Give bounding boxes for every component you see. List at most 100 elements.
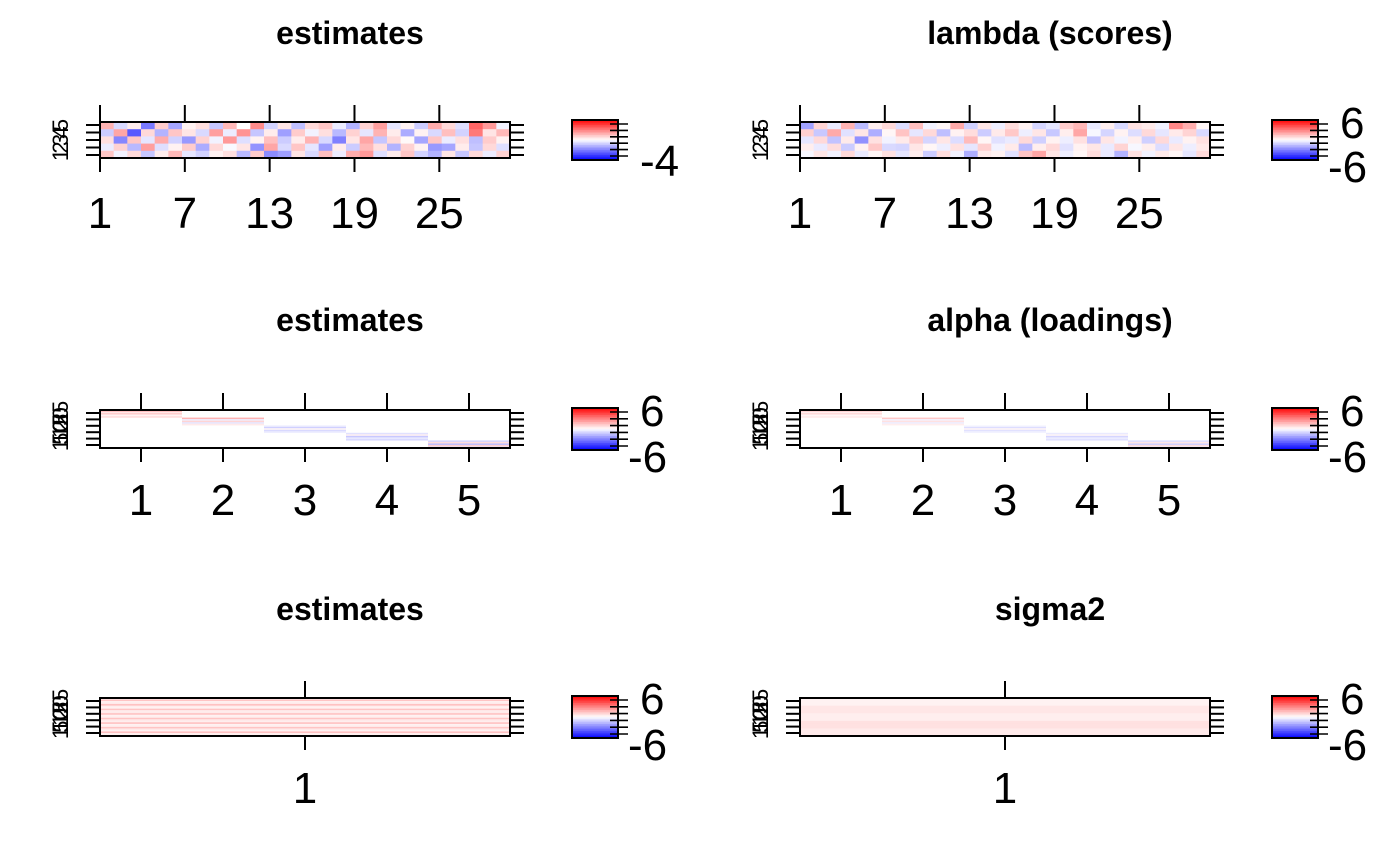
heatmap-cell	[332, 136, 347, 144]
colorbar-swatch	[572, 126, 618, 129]
heatmap-cell	[373, 150, 388, 159]
colorbar-swatch	[1272, 427, 1318, 430]
y-tick-label: 5	[48, 432, 73, 444]
heatmap-cell	[964, 425, 1046, 427]
heatmap-cell	[127, 129, 142, 137]
heatmap-cell	[1114, 143, 1129, 152]
heatmap-cell	[346, 432, 428, 435]
heatmap-cell	[414, 122, 429, 130]
heatmap-cell	[800, 716, 1211, 719]
colorbar-swatch	[1272, 717, 1318, 720]
heatmap-cell	[800, 411, 882, 414]
heatmap-cell	[923, 136, 938, 144]
heatmap-cell	[154, 150, 169, 159]
heatmap-cell	[264, 431, 346, 433]
heatmap-cell	[318, 136, 333, 144]
heatmap-cell	[209, 129, 224, 137]
heatmap-cell	[950, 150, 965, 159]
heatmap-cell	[400, 136, 415, 144]
heatmap-cell	[264, 425, 346, 427]
heatmap-cell	[127, 136, 142, 144]
colorbar-swatch	[1272, 125, 1318, 128]
heatmap-cell	[868, 143, 883, 152]
heatmap-cell	[827, 136, 842, 144]
heatmap-cell	[841, 150, 856, 159]
colorbar-swatch	[572, 725, 618, 728]
heatmap-cell	[827, 150, 842, 159]
colorbar-swatch	[572, 715, 618, 718]
colorbar-swatch	[572, 711, 618, 714]
colorbar-swatch	[572, 123, 618, 126]
colorbar-swatch	[572, 136, 618, 139]
x-tick-label: 25	[415, 189, 464, 238]
heatmap-cell	[1046, 432, 1128, 435]
heatmap-cell	[223, 122, 238, 130]
x-tick-label: 5	[457, 476, 481, 525]
heatmap-cell	[428, 122, 443, 130]
colorbar-swatch	[572, 436, 618, 439]
heatmap-cell	[1087, 122, 1102, 130]
y-tick-label: 15	[48, 702, 73, 726]
heatmap-cell	[195, 143, 210, 152]
x-tick-label: 13	[245, 189, 294, 238]
colorbar-swatch	[572, 408, 618, 411]
heatmap-cell	[236, 129, 251, 137]
heatmap-cell	[100, 705, 511, 708]
heatmap-cell	[455, 129, 470, 137]
colorbar-swatch	[572, 145, 618, 148]
colorbar-swatch	[572, 422, 618, 425]
panel-title: estimates	[276, 591, 424, 627]
heatmap-cell	[455, 150, 470, 159]
heatmap-cell	[414, 136, 429, 144]
colorbar-swatch	[572, 143, 618, 146]
heatmap-cell	[264, 143, 279, 152]
y-tick-label: 1	[48, 727, 73, 739]
heatmap-cell	[1169, 122, 1184, 130]
colorbar-swatch	[572, 416, 618, 419]
heatmap-cell	[882, 417, 964, 420]
heatmap-cell	[264, 429, 346, 432]
heatmap-cell	[414, 143, 429, 152]
colorbar-swatch	[572, 718, 618, 721]
heatmap-cell	[854, 136, 869, 144]
colorbar-swatch	[572, 138, 618, 141]
heatmap-cell	[141, 122, 156, 130]
heatmap-cell	[800, 732, 1211, 735]
y-tick-label: 25	[748, 401, 773, 425]
colorbar-frame	[1271, 695, 1319, 739]
heatmap-cell	[127, 143, 142, 152]
colorbar-swatch	[1272, 697, 1318, 700]
heatmap-cell	[182, 143, 197, 152]
heatmap-cell	[264, 150, 279, 159]
y-tick-label: 5	[48, 720, 73, 732]
heatmap-cell	[1100, 150, 1115, 159]
colorbar-swatch	[572, 441, 618, 444]
heatmap-cell	[100, 719, 511, 722]
colorbar-swatch	[1272, 413, 1318, 416]
heatmap-cell	[964, 429, 1046, 432]
heatmap-cell	[1018, 150, 1033, 159]
colorbar-swatch	[572, 420, 618, 423]
heatmap-cell	[113, 143, 128, 152]
heatmap-cell	[1059, 122, 1074, 130]
heatmap-cell	[428, 440, 510, 443]
heatmap-cell	[991, 122, 1006, 130]
colorbar-swatch	[1272, 423, 1318, 426]
heatmap-cell	[936, 150, 951, 159]
colorbar-swatch	[1272, 732, 1318, 735]
heatmap-cell	[800, 729, 1211, 732]
heatmap-cell	[1087, 129, 1102, 137]
heatmap-cell	[441, 150, 456, 159]
heatmap-cell	[168, 136, 183, 144]
heatmap-cell	[127, 122, 142, 130]
heatmap-cell	[100, 731, 511, 734]
heatmap-cell	[182, 122, 197, 130]
heatmap-cell	[277, 150, 292, 159]
heatmap-cell	[800, 416, 882, 418]
colorbar-swatch	[1272, 703, 1318, 706]
colorbar-swatch	[1272, 130, 1318, 133]
colorbar-swatch	[572, 704, 618, 707]
heatmap-cell	[950, 136, 965, 144]
